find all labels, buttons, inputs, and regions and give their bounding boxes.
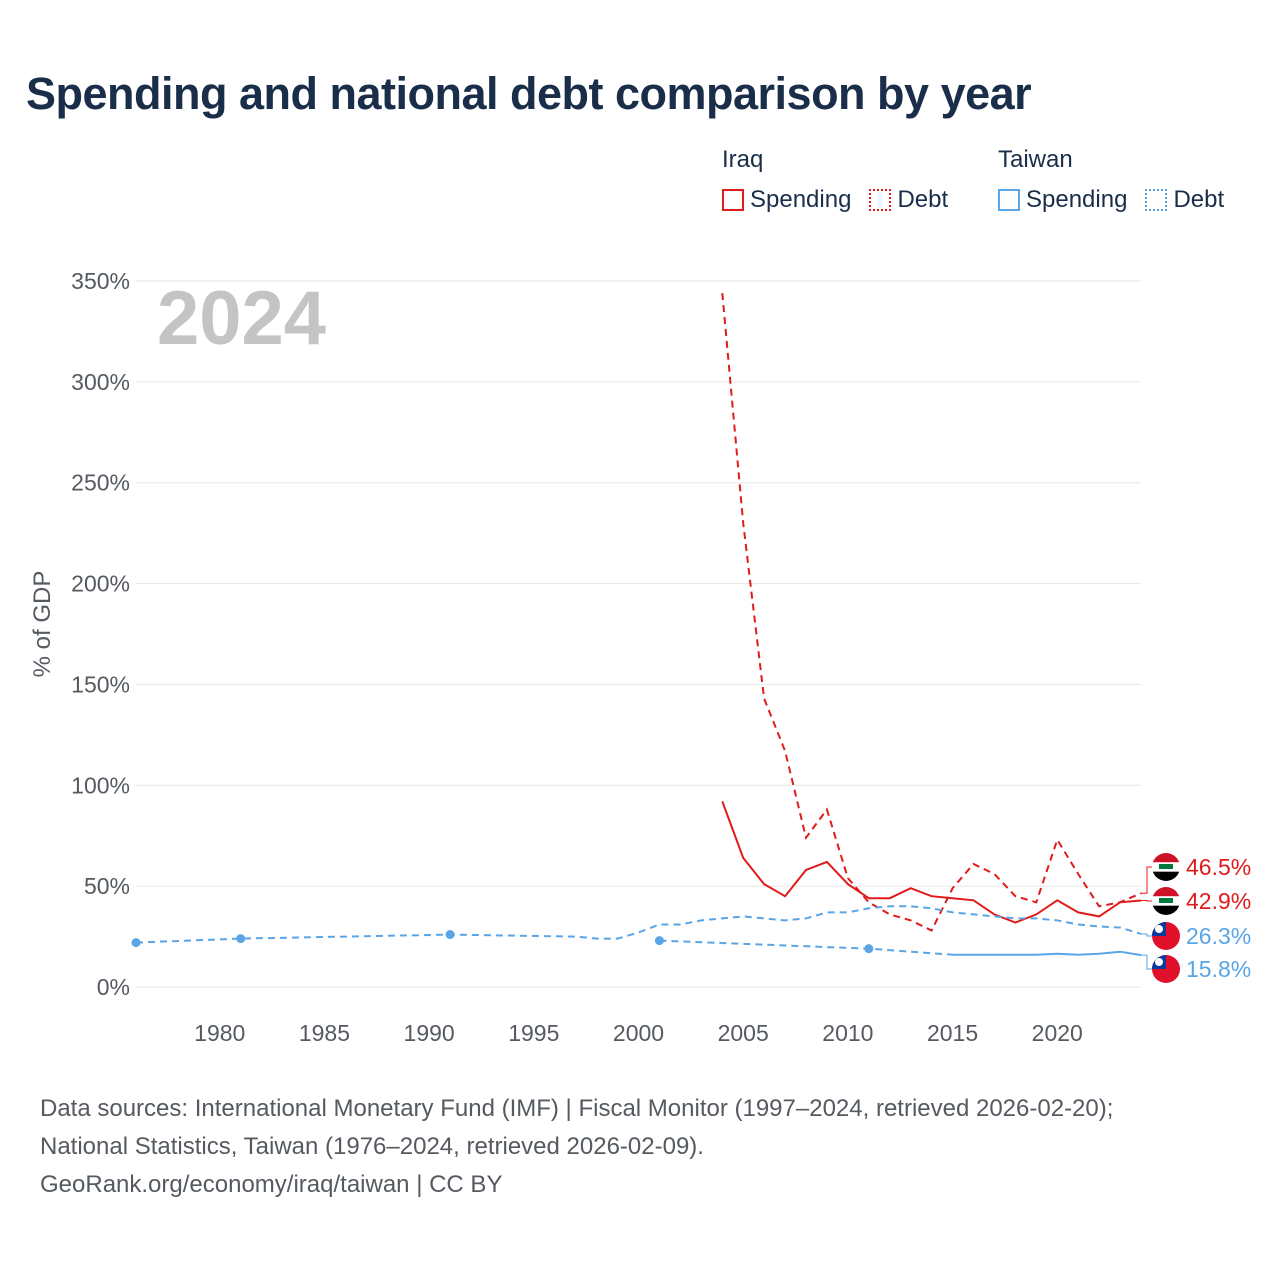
source-line-2: National Statistics, Taiwan (1976–2024, … xyxy=(40,1133,704,1160)
y-tick-label: 150% xyxy=(71,671,130,697)
legend-swatch-taiwan-debt xyxy=(1145,189,1168,211)
taiwan-flag-sun xyxy=(1155,958,1163,966)
source-note: Data sources: International Monetary Fun… xyxy=(40,1090,1113,1204)
legend-label-taiwan-debt: Debt xyxy=(1173,186,1225,213)
line-chart: 2024 0%50%100%150%200%250%300%350% 1980 1… xyxy=(29,268,1251,1046)
x-tick-label: 2020 xyxy=(1032,1020,1083,1046)
taiwan-spending-end-label: 15.8% xyxy=(1186,956,1251,982)
y-tick-label: 350% xyxy=(71,268,130,294)
legend-item-taiwan-spending[interactable]: Spending xyxy=(998,186,1127,214)
year-label: 2024 xyxy=(157,276,326,361)
iraq-flag-emblem xyxy=(1159,898,1173,903)
iraq-flag-red-stripe xyxy=(1152,887,1180,897)
legend-item-iraq-spending[interactable]: Spending xyxy=(722,186,851,214)
legend-label-taiwan-spending: Spending xyxy=(1026,186,1128,213)
taiwan-debt-point xyxy=(445,930,455,940)
iraq-debt-line xyxy=(721,293,1142,932)
iraq-debt-label-connector xyxy=(1141,866,1152,894)
y-axis-ticks: 0% 50% 100% 150% 200% 250% 300% 350% xyxy=(71,268,130,1000)
iraq-flag-stripes xyxy=(1152,853,1180,881)
legend-label-iraq-spending: Spending xyxy=(750,186,852,213)
series-layer xyxy=(131,293,1142,957)
x-tick-label: 1990 xyxy=(404,1020,455,1046)
taiwan-spending-point xyxy=(654,936,664,946)
x-tick-label: 2010 xyxy=(822,1020,873,1046)
y-tick-label: 100% xyxy=(71,772,130,798)
end-labels: 46.5% 42.9% 26.3% 15.8% xyxy=(1141,853,1251,983)
taiwan-flag-icon xyxy=(1152,955,1180,983)
legend-swatch-iraq-debt xyxy=(869,189,892,211)
legend-item-iraq-debt[interactable]: Debt xyxy=(869,186,948,214)
x-tick-label: 1985 xyxy=(299,1020,350,1046)
iraq-flag-icon xyxy=(1152,853,1180,881)
iraq-flag-icon xyxy=(1152,887,1180,915)
legend-country-taiwan: Taiwan xyxy=(998,146,1073,173)
taiwan-spending-label-connector xyxy=(1141,954,1152,970)
iraq-flag-black-stripe xyxy=(1152,871,1180,881)
legend-item-taiwan-debt[interactable]: Debt xyxy=(1145,186,1224,214)
x-tick-label: 2005 xyxy=(718,1020,769,1046)
taiwan-debt-line xyxy=(135,905,1142,944)
iraq-spending-label-connector xyxy=(1141,899,1152,902)
taiwan-spending-line xyxy=(952,950,1142,957)
legend-group-taiwan: Taiwan Spending Debt xyxy=(998,146,1224,214)
y-tick-label: 250% xyxy=(71,470,130,496)
x-tick-label: 2015 xyxy=(927,1020,978,1046)
iraq-spending-line xyxy=(721,801,1142,924)
iraq-debt-end-label: 46.5% xyxy=(1186,854,1251,880)
legend-group-iraq: Iraq Spending Debt xyxy=(722,146,966,214)
taiwan-debt-point xyxy=(131,938,141,948)
taiwan-spending-line-dashed xyxy=(659,939,953,956)
iraq-flag-emblem xyxy=(1159,864,1173,869)
taiwan-debt-point xyxy=(236,934,246,944)
legend-swatch-taiwan-spending xyxy=(998,189,1020,211)
iraq-flag-black-stripe xyxy=(1152,905,1180,915)
x-tick-label: 1980 xyxy=(194,1020,245,1046)
y-tick-label: 300% xyxy=(71,369,130,395)
y-axis-label: % of GDP xyxy=(29,571,56,678)
iraq-flag-red-stripe xyxy=(1152,853,1180,863)
taiwan-spending-point xyxy=(864,944,874,954)
taiwan-flag-sun xyxy=(1155,925,1163,933)
legend-label-iraq-debt: Debt xyxy=(897,186,949,213)
x-tick-label: 2000 xyxy=(613,1020,664,1046)
legend-country-iraq: Iraq xyxy=(722,146,764,173)
x-axis-ticks: 1980 1985 1990 1995 2000 2005 2010 2015 2020 xyxy=(194,1020,1083,1046)
taiwan-flag-icon xyxy=(1152,922,1180,950)
y-tick-label: 50% xyxy=(84,873,130,899)
legend-swatch-iraq-spending xyxy=(722,189,744,211)
taiwan-debt-label-connector xyxy=(1141,933,1152,937)
y-tick-label: 200% xyxy=(71,571,130,597)
iraq-flag-stripes xyxy=(1152,887,1180,915)
source-line-3: GeoRank.org/economy/iraq/taiwan | CC BY xyxy=(40,1171,503,1198)
taiwan-debt-end-label: 26.3% xyxy=(1186,923,1251,949)
y-tick-label: 0% xyxy=(97,974,130,1000)
grid-lines xyxy=(136,280,1141,988)
source-line-1: Data sources: International Monetary Fun… xyxy=(40,1095,1114,1122)
x-tick-label: 1995 xyxy=(508,1020,559,1046)
chart-title: Spending and national debt comparison by… xyxy=(26,68,1032,119)
iraq-spending-end-label: 42.9% xyxy=(1186,888,1251,914)
